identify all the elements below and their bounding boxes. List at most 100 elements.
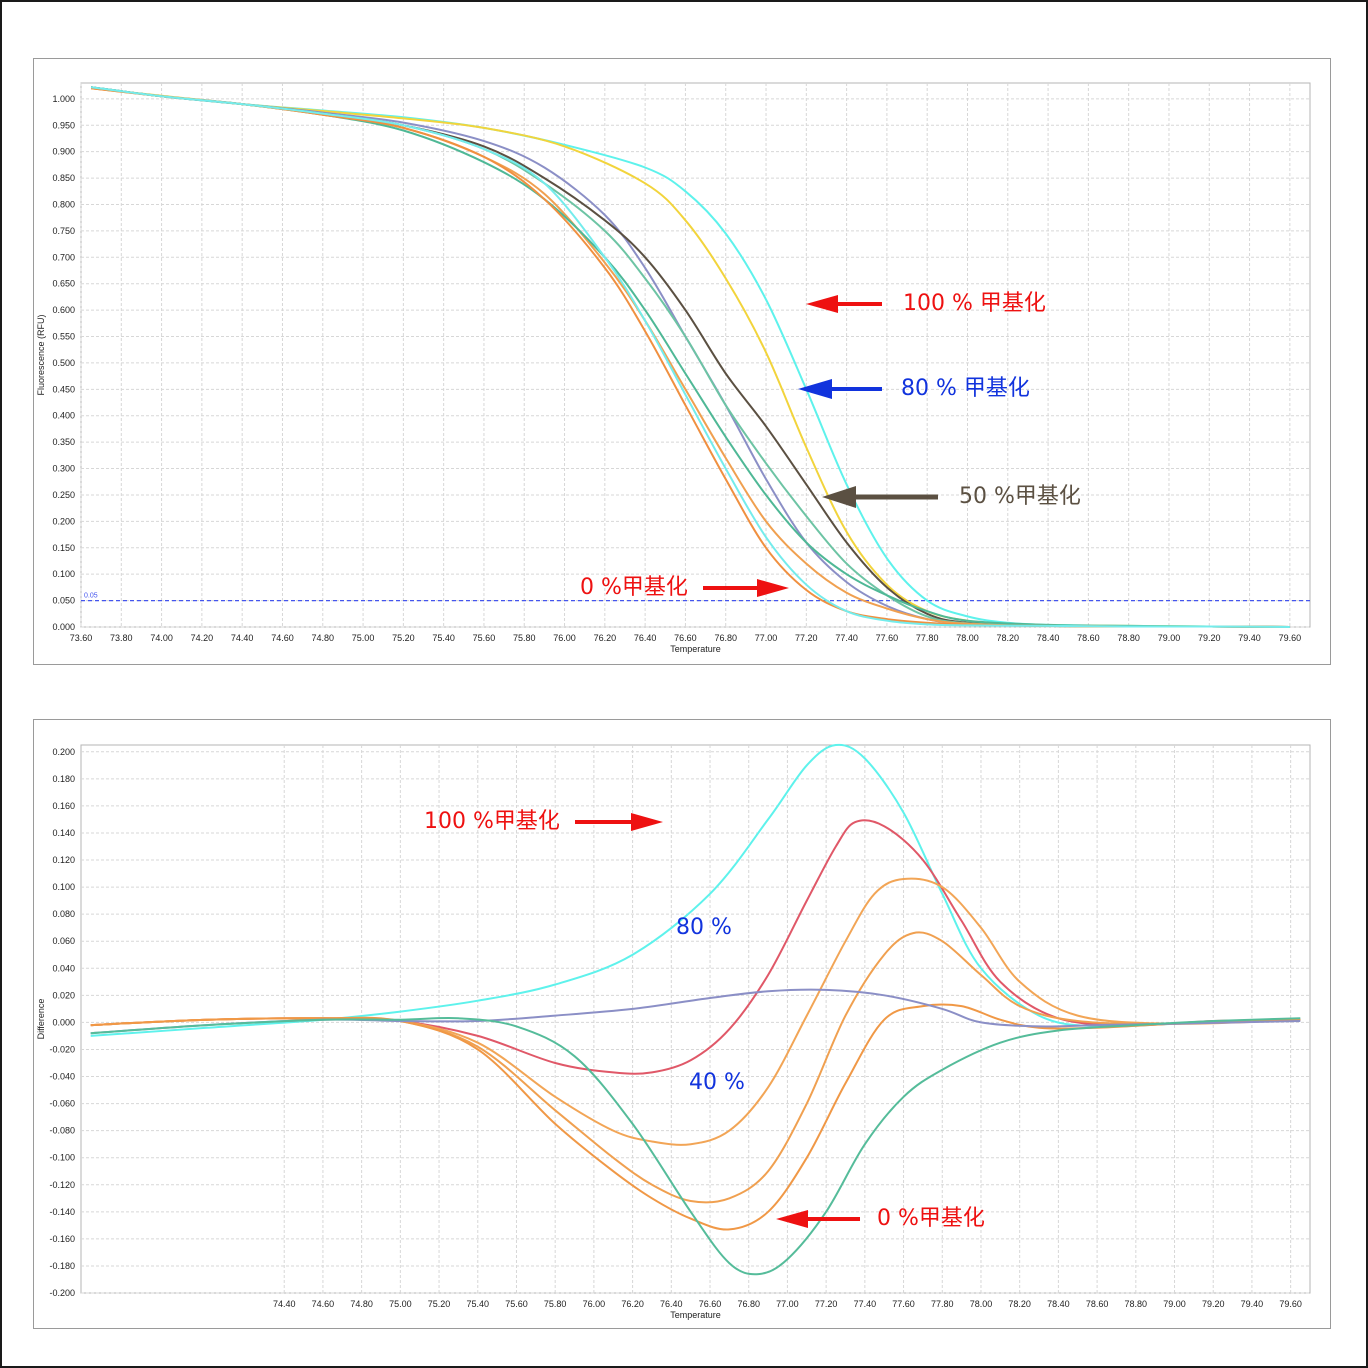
arrow-left-icon — [776, 1210, 860, 1228]
x-tick-label: 76.80 — [714, 633, 737, 643]
y-tick-label: 0.050 — [52, 596, 75, 606]
y-tick-label: 0.000 — [52, 622, 75, 632]
x-tick-label: 78.20 — [997, 633, 1020, 643]
x-tick-label: 75.80 — [544, 1299, 567, 1309]
x-tick-label: 74.40 — [231, 633, 254, 643]
series-line — [90, 1017, 1301, 1276]
y-tick-label: 0.350 — [52, 437, 75, 447]
y-tick-label: 0.120 — [52, 855, 75, 865]
arrow-left-icon — [822, 486, 938, 508]
annotation-40pct-bottom: 40 % — [689, 1070, 745, 1095]
y-tick-label: 0.450 — [52, 384, 75, 394]
x-tick-label: 75.40 — [466, 1299, 489, 1309]
y-tick-label: 1.000 — [52, 94, 75, 104]
annotation-0pct-top: 0 %甲基化 — [580, 569, 791, 603]
y-tick-label: 0.300 — [52, 464, 75, 474]
arrow-right-icon — [702, 579, 789, 597]
y-tick-label: -0.180 — [49, 1261, 75, 1271]
x-tick-label: 77.20 — [815, 1299, 838, 1309]
x-tick-label: 75.20 — [392, 633, 415, 643]
x-tick-label: 75.60 — [505, 1299, 528, 1309]
x-tick-label: 76.60 — [699, 1299, 722, 1309]
x-axis-label: Temperature — [670, 1310, 721, 1320]
x-tick-label: 77.00 — [776, 1299, 799, 1309]
x-tick-label: 79.40 — [1238, 633, 1261, 643]
x-tick-label: 76.20 — [594, 633, 617, 643]
y-tick-label: 0.060 — [52, 936, 75, 946]
x-tick-label: 77.80 — [931, 1299, 954, 1309]
annotation-label: 80 % 甲基化 — [901, 376, 1030, 401]
y-tick-label: 0.400 — [52, 411, 75, 421]
y-tick-label: 0.040 — [52, 963, 75, 973]
y-tick-label: 0.500 — [52, 358, 75, 368]
y-tick-label: 0.000 — [52, 1017, 75, 1027]
y-tick-label: -0.140 — [49, 1207, 75, 1217]
x-tick-label: 79.00 — [1163, 1299, 1186, 1309]
x-tick-label: 78.00 — [956, 633, 979, 643]
annotation-0pct-bottom: 0 %甲基化 — [776, 1200, 985, 1234]
y-tick-label: 0.180 — [52, 774, 75, 784]
x-tick-label: 75.00 — [352, 633, 375, 643]
x-tick-label: 78.80 — [1125, 1299, 1148, 1309]
x-tick-label: 77.00 — [755, 633, 778, 643]
x-tick-label: 76.40 — [634, 633, 657, 643]
annotation-50pct-top: 50 %甲基化 — [822, 478, 1081, 512]
y-axis-label: Difference — [36, 999, 46, 1040]
x-tick-label: 76.80 — [737, 1299, 760, 1309]
x-tick-label: 78.40 — [1037, 633, 1060, 643]
x-tick-label: 77.40 — [854, 1299, 877, 1309]
x-axis-label: Temperature — [670, 644, 721, 654]
x-tick-label: 79.00 — [1158, 633, 1181, 643]
y-axis-label: Fluorescence (RFU) — [36, 314, 46, 395]
x-tick-label: 73.80 — [110, 633, 133, 643]
x-tick-label: 76.20 — [621, 1299, 644, 1309]
x-tick-label: 74.20 — [191, 633, 214, 643]
fluorescence-chart-panel: 73.60 73.80 74.00 74.20 74.40 74.60 74.80 75.00… — [33, 58, 1331, 665]
y-tick-label: 0.200 — [52, 747, 75, 757]
annotation-100pct-bottom: 100 %甲基化 — [424, 803, 665, 837]
x-tick-label: 78.40 — [1047, 1299, 1070, 1309]
x-tick-label: 76.40 — [660, 1299, 683, 1309]
x-tick-label: 75.60 — [473, 633, 496, 643]
x-tick-label: 78.60 — [1086, 1299, 1109, 1309]
annotation-label: 50 %甲基化 — [959, 484, 1081, 509]
y-tick-label: 0.750 — [52, 226, 75, 236]
arrow-left-icon — [798, 379, 882, 399]
x-tick-label: 77.40 — [835, 633, 858, 643]
series-line — [90, 86, 1290, 628]
y-tick-label: 0.650 — [52, 279, 75, 289]
x-tick-label: 78.20 — [1008, 1299, 1031, 1309]
difference-chart-panel: 74.40 74.60 74.80 75.00 75.20 75.40 75.60 75.80… — [33, 719, 1331, 1329]
y-tick-label: 0.600 — [52, 305, 75, 315]
fluorescence-chart: 73.60 73.80 74.00 74.20 74.40 74.60 74.80 75.00… — [36, 82, 1311, 654]
x-tick-label: 75.00 — [389, 1299, 412, 1309]
y-tick-label: 0.700 — [52, 252, 75, 262]
grid — [81, 745, 1310, 1294]
y-tick-label: -0.120 — [49, 1180, 75, 1190]
y-tick-label: 0.200 — [52, 516, 75, 526]
arrow-left-icon — [806, 295, 882, 313]
x-tick-label: 74.60 — [271, 633, 294, 643]
x-tick-label: 78.00 — [970, 1299, 993, 1309]
x-tick-label: 78.60 — [1077, 633, 1100, 643]
y-tick-label: 0.850 — [52, 173, 75, 183]
annotation-label: 0 %甲基化 — [877, 1206, 985, 1231]
y-tick-label: -0.020 — [49, 1044, 75, 1054]
x-tick-label: 73.60 — [70, 633, 93, 643]
x-tick-label: 74.60 — [312, 1299, 335, 1309]
x-tick-label: 76.00 — [553, 633, 576, 643]
grid — [80, 83, 1310, 628]
x-tick-label: 78.80 — [1117, 633, 1140, 643]
y-tick-label: -0.100 — [49, 1153, 75, 1163]
y-tick-label: -0.160 — [49, 1234, 75, 1244]
x-tick-label: 74.80 — [312, 633, 335, 643]
x-tick-label: 77.60 — [876, 633, 899, 643]
y-tick-label: 0.550 — [52, 332, 75, 342]
annotation-80pct-top: 80 % 甲基化 — [798, 370, 1030, 404]
x-tick-label: 75.40 — [432, 633, 455, 643]
x-tick-label: 77.20 — [795, 633, 818, 643]
x-tick-label: 77.80 — [916, 633, 939, 643]
arrow-right-icon — [574, 813, 663, 831]
x-tick-label: 74.80 — [350, 1299, 373, 1309]
